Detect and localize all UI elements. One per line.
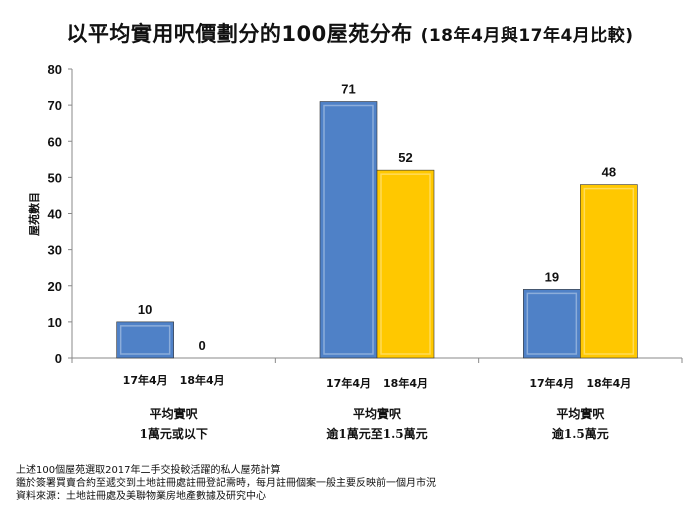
footnote-2: 鑑於簽署買賣合約至遞交到土地註冊處註冊登記需時，每月註冊個案一般主要反映前一個月… [16,478,436,489]
title-main: 以平均實用呎價劃分的100屋苑分布 [66,22,413,46]
data-label: 71 [341,82,355,97]
y-tick-label: 40 [48,207,62,222]
bar [376,169,435,359]
bar-bevel [583,187,635,355]
series-label: 18年4月 [586,376,631,390]
footnote-1: 上述100個屋苑選取2017年二手交投較活躍的私人屋苑計算 [16,465,281,476]
y-tick-label: 30 [48,243,62,258]
data-label: 19 [545,269,559,284]
bar [319,101,378,359]
category-label-line2: 逾1萬元至1.5萬元 [326,426,427,441]
data-label: 10 [138,302,152,317]
y-tick-label: 0 [55,351,62,366]
bar [580,184,638,359]
category-label-line1: 平均實呎 [353,406,402,421]
bar-bevel [380,173,431,355]
category-label-line1: 平均實呎 [556,406,605,421]
category-label-line1: 平均實呎 [150,406,199,421]
series-label: 17年4月 [326,376,371,390]
bar-bevel [119,325,171,355]
data-label: 52 [398,150,412,165]
data-label: 0 [199,338,206,353]
series-label: 18年4月 [180,373,225,387]
series-label: 18年4月 [383,376,428,390]
y-axis-label: 屋苑數目 [27,192,41,236]
y-tick-label: 70 [48,98,62,113]
title-sub: (18年4月與17年4月比較) [420,26,634,46]
category-label-line2: 逾1.5萬元 [552,426,609,441]
chart-title: 以平均實用呎價劃分的100屋苑分布 (18年4月與17年4月比較) [0,18,700,48]
footnote-3: 資料來源：土地註冊處及美聯物業房地產數據及研究中心 [16,491,266,502]
series-label: 17年4月 [123,373,168,387]
y-tick-label: 10 [48,315,62,330]
category-label-line2: 1萬元或以下 [139,426,207,441]
y-tick-label: 80 [48,62,62,77]
y-tick-label: 20 [48,279,62,294]
data-label: 48 [602,165,616,180]
y-tick-label: 50 [48,170,62,185]
bar-bevel [323,104,374,355]
bar-bevel [526,292,578,355]
series-label: 17年4月 [529,376,574,390]
bar [116,321,174,359]
bar [523,289,581,359]
y-tick-label: 60 [48,134,62,149]
